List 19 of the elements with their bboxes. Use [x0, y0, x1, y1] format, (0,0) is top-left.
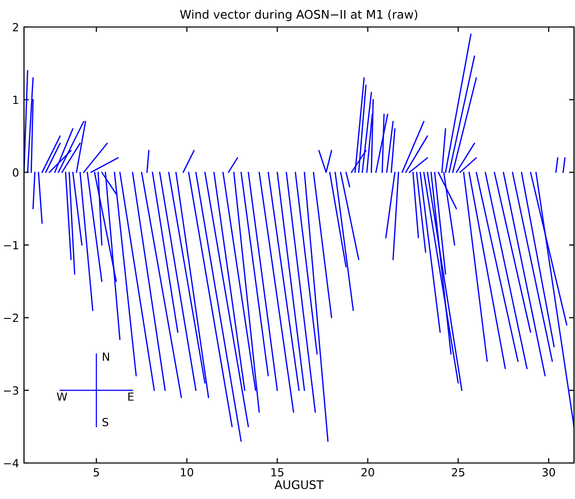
y-tick-label: −2: [4, 314, 18, 322]
x-tick-label: 5: [94, 468, 99, 476]
y-tick-label: −3: [4, 386, 18, 395]
y-tick-label: −4: [4, 459, 19, 468]
y-tick-label: 0: [12, 168, 18, 177]
x-tick-label: 10: [180, 468, 194, 476]
x-tick-label: 15: [271, 468, 284, 476]
y-tick-label: 2: [12, 22, 18, 32]
x-tick-label: 25: [452, 468, 464, 476]
x-tick-label: 20: [361, 468, 374, 476]
annotation: E: [128, 392, 134, 401]
y-tick-label: 1: [13, 96, 18, 104]
chart-title: Wind vector during AOSN−II at M1 (raw): [180, 10, 418, 22]
x-tick-label: 30: [542, 468, 555, 476]
annotation: N: [102, 352, 110, 361]
x-axis-title: AUGUST: [274, 480, 324, 490]
annotation: W: [56, 392, 68, 401]
y-tick-label: −1: [4, 241, 18, 250]
annotation: S: [102, 418, 108, 426]
